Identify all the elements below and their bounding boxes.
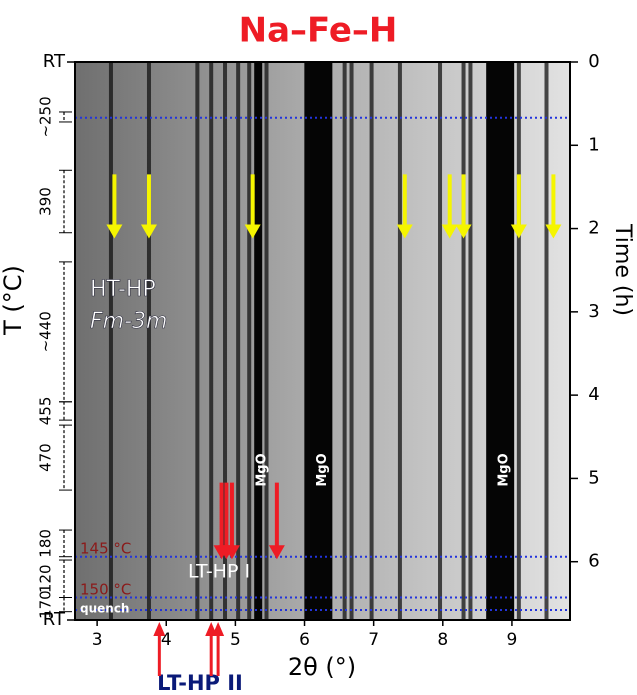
mgo-label: MgO bbox=[315, 453, 330, 486]
phase-label: HT-HP bbox=[90, 277, 156, 302]
diffraction-line bbox=[516, 62, 521, 620]
yellow-arrow bbox=[106, 174, 123, 239]
y2-tick-label: 4 bbox=[588, 384, 599, 405]
phase-group: Fm-3m bbox=[90, 309, 167, 334]
diffraction-line bbox=[209, 62, 214, 620]
frame bbox=[74, 61, 571, 621]
x-tick-label: 5 bbox=[230, 630, 241, 650]
y2-tick-label: 0 bbox=[588, 51, 599, 72]
diffraction-line bbox=[397, 62, 402, 620]
phase-label: LT-HP I bbox=[188, 561, 250, 583]
diffraction-line bbox=[108, 62, 113, 620]
y-axis-label: T (°C) bbox=[0, 265, 27, 336]
diffraction-line bbox=[247, 62, 252, 620]
mgo-line bbox=[304, 62, 333, 620]
temperature-note: quench bbox=[80, 602, 129, 616]
yellow-arrow bbox=[545, 174, 562, 239]
diffraction-line bbox=[468, 62, 473, 620]
y2-axis-label: Time (h) bbox=[610, 223, 635, 316]
yellow-arrow-head bbox=[510, 224, 527, 239]
arrow-head bbox=[212, 622, 225, 636]
chart-title: Na–Fe–H bbox=[239, 11, 398, 51]
temperature-label: 120 bbox=[37, 564, 55, 593]
red-arrow-head bbox=[268, 545, 285, 560]
x-tick-label: 8 bbox=[437, 630, 448, 650]
yellow-arrow bbox=[510, 174, 527, 239]
y2-tick-label: 1 bbox=[588, 134, 599, 155]
diffraction-line bbox=[223, 62, 228, 620]
x-tick-label: 3 bbox=[92, 630, 103, 650]
diffraction-line bbox=[438, 62, 443, 620]
y2-tick-label: 2 bbox=[588, 218, 599, 239]
yellow-arrow-head bbox=[396, 224, 413, 239]
red-arrow bbox=[223, 482, 240, 560]
red-arrow-head bbox=[223, 545, 240, 560]
diffraction-line bbox=[342, 62, 347, 620]
x-tick-label: 6 bbox=[299, 630, 310, 650]
temperature-label: 470 bbox=[37, 443, 55, 472]
diffraction-line bbox=[369, 62, 374, 620]
x-tick-label: 7 bbox=[368, 630, 379, 650]
temperature-label: 180 bbox=[37, 529, 55, 558]
temperature-label: 455 bbox=[37, 397, 55, 426]
phase-label: LT-HP II bbox=[157, 671, 243, 695]
mgo-line bbox=[254, 62, 263, 620]
temperature-label: 170 bbox=[37, 590, 55, 619]
temperature-label: ~440 bbox=[37, 311, 55, 352]
arrow-head bbox=[153, 622, 166, 636]
yellow-arrow bbox=[455, 174, 472, 239]
x-tick-label: 9 bbox=[507, 630, 518, 650]
yellow-arrow-head bbox=[106, 224, 123, 239]
y2-tick-label: 5 bbox=[588, 467, 599, 488]
diffraction-line bbox=[264, 62, 269, 620]
bottom-red-arrow bbox=[212, 622, 225, 676]
yellow-arrow-head bbox=[455, 224, 472, 239]
yellow-arrow-head bbox=[441, 224, 458, 239]
yellow-arrow bbox=[244, 174, 261, 239]
y2-tick-label: 6 bbox=[588, 551, 599, 572]
bottom-red-arrow bbox=[153, 622, 166, 676]
y2-tick-label: 3 bbox=[588, 301, 599, 322]
yellow-arrow-head bbox=[244, 224, 261, 239]
y-tick-label: RT bbox=[43, 51, 66, 72]
temperature-note: 150 °C bbox=[80, 581, 131, 599]
temperature-label: ~250 bbox=[37, 96, 55, 137]
diffraction-line bbox=[195, 62, 200, 620]
mgo-label: MgO bbox=[255, 453, 270, 486]
red-arrow bbox=[268, 482, 285, 560]
yellow-arrow bbox=[396, 174, 413, 239]
yellow-arrow bbox=[441, 174, 458, 239]
yellow-arrow-head bbox=[140, 224, 157, 239]
diffraction-line bbox=[461, 62, 466, 620]
diffraction-line bbox=[146, 62, 151, 620]
mgo-line bbox=[486, 62, 515, 620]
plot: MgO MgO MgO bbox=[75, 62, 570, 620]
x-axis-label: 2θ (°) bbox=[288, 653, 356, 681]
diffraction-line bbox=[349, 62, 354, 620]
temperature-note: 145 °C bbox=[80, 540, 131, 558]
diffraction-line bbox=[236, 62, 241, 620]
x-tick-label: 4 bbox=[161, 630, 172, 650]
y-tick-label: RT bbox=[43, 609, 66, 630]
temperature-label: 390 bbox=[37, 187, 55, 216]
diffraction-line bbox=[544, 62, 549, 620]
mgo-label: MgO bbox=[497, 453, 512, 486]
yellow-arrow-head bbox=[545, 224, 562, 239]
yellow-arrow bbox=[140, 174, 157, 239]
